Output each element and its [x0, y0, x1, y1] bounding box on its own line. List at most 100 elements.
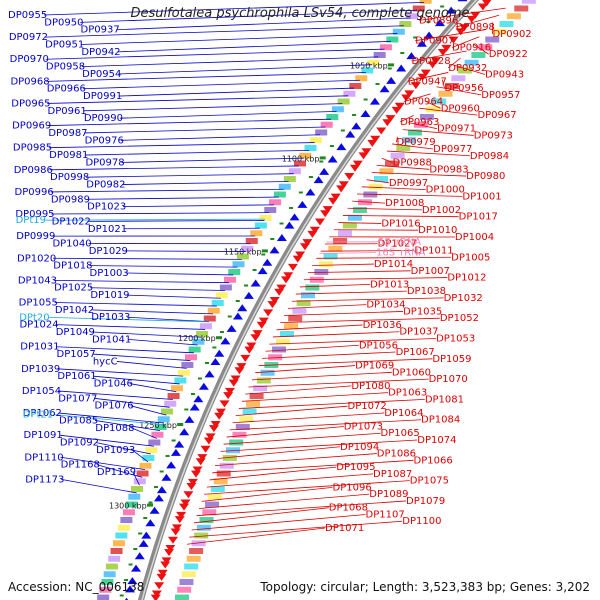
leader-line [472, 43, 489, 55]
gene-arrow-forward [230, 375, 241, 383]
gene-label: DP0958 [46, 62, 85, 73]
leader-line [319, 252, 377, 254]
feature-block [105, 563, 118, 570]
gene-arrow-forward [287, 263, 298, 271]
gene-label: DP0932 [448, 63, 487, 74]
feature-block [224, 276, 237, 283]
gene-arrow-reverse [198, 382, 209, 390]
gene-label: DP0928 [411, 56, 450, 67]
gene-arrow-forward [352, 160, 363, 168]
leader-line [280, 317, 440, 324]
minor-tick [375, 83, 380, 85]
gene-arrow-reverse [141, 531, 152, 539]
feature-block [215, 292, 228, 299]
leader-line [122, 181, 289, 185]
leader-line [129, 383, 177, 393]
leader-line [121, 157, 304, 163]
gene-arrow-reverse [161, 473, 172, 481]
gene-label: DP1094 [340, 442, 379, 453]
gene-arrow-reverse [424, 31, 435, 39]
feature-block [189, 548, 204, 554]
feature-block [186, 555, 201, 562]
feature-block [268, 354, 283, 361]
feature-block [399, 21, 412, 27]
gene-label: DP1029 [89, 246, 128, 257]
leader-line [441, 79, 445, 89]
gene-label: DP1061 [57, 371, 96, 382]
leader-line [418, 7, 506, 21]
gene-arrow-forward [328, 197, 339, 205]
gene-arrow-reverse [170, 448, 181, 456]
leader-line [316, 256, 452, 259]
feature-block [151, 431, 164, 438]
feature-block [478, 44, 493, 51]
gene-label: DP1054 [22, 386, 61, 397]
feature-block [304, 145, 317, 151]
gene-label: DP0964 [404, 97, 443, 108]
gene-arrow-reverse [210, 358, 221, 365]
leader-line [80, 9, 418, 23]
leader-line [44, 25, 404, 38]
feature-block [326, 114, 339, 120]
feature-block [368, 183, 383, 190]
gene-arrow-forward [246, 342, 257, 350]
gene-arrow-forward [228, 379, 239, 387]
feature-block [228, 269, 241, 275]
leader-line [454, 64, 486, 75]
minor-tick [148, 501, 153, 504]
gene-arrow-forward [466, 15, 477, 23]
gene-arrow-reverse [232, 312, 243, 320]
feature-block [246, 400, 261, 407]
feature-block [320, 121, 333, 128]
feature-block [407, 129, 422, 136]
gene-arrow-forward [336, 185, 347, 193]
feature-block [485, 36, 500, 43]
feature-block [249, 393, 264, 399]
gene-label: DP0937 [81, 25, 120, 36]
gene-arrow-forward [455, 28, 466, 36]
gene-arrow-reverse [237, 304, 248, 312]
feature-block [337, 230, 352, 237]
gene-arrow-forward [165, 545, 176, 552]
gene-label: DP0961 [48, 106, 87, 117]
gene-arrow-forward [477, 3, 488, 11]
feature-block [179, 579, 194, 585]
minor-tick [177, 424, 182, 426]
leader-line [131, 449, 149, 463]
gene-arrow-reverse [193, 395, 204, 403]
gene-arrow-forward [441, 44, 452, 52]
gene-arrow-reverse [284, 221, 295, 229]
gene-label: DP0970 [10, 54, 49, 65]
feature-block [205, 501, 220, 508]
minor-tick [205, 362, 210, 364]
feature-block [148, 439, 161, 446]
leader-line [396, 136, 398, 143]
gene-label: DP0985 [13, 143, 52, 154]
feature-block [355, 75, 368, 82]
leader-line [124, 250, 247, 252]
leader-line [53, 257, 242, 260]
feature-blocks-left [97, 0, 432, 600]
leader-line [376, 164, 430, 170]
scale-tick-mark [146, 503, 153, 507]
gene-label: DP1084 [421, 415, 460, 426]
leader-line [312, 263, 374, 266]
leader-line [91, 331, 202, 338]
gene-label: DP1002 [422, 205, 461, 216]
gene-arrow-forward [427, 61, 438, 69]
gene-label: DPt21 [23, 410, 53, 421]
gene-label: DP1059 [432, 354, 471, 365]
leader-line [455, 14, 500, 28]
minor-tick [340, 129, 345, 132]
gene-arrow-forward [256, 321, 267, 329]
feature-block [331, 106, 344, 113]
gene-arrow-forward [267, 301, 278, 309]
gene-label: DP1089 [369, 489, 408, 500]
gene-arrow-reverse [386, 76, 397, 84]
gene-label: DP1073 [344, 421, 383, 432]
leader-line [126, 294, 221, 299]
gene-label: DP1066 [414, 455, 453, 466]
gene-arrow-forward [263, 309, 274, 317]
gene-arrow-reverse [204, 370, 215, 378]
